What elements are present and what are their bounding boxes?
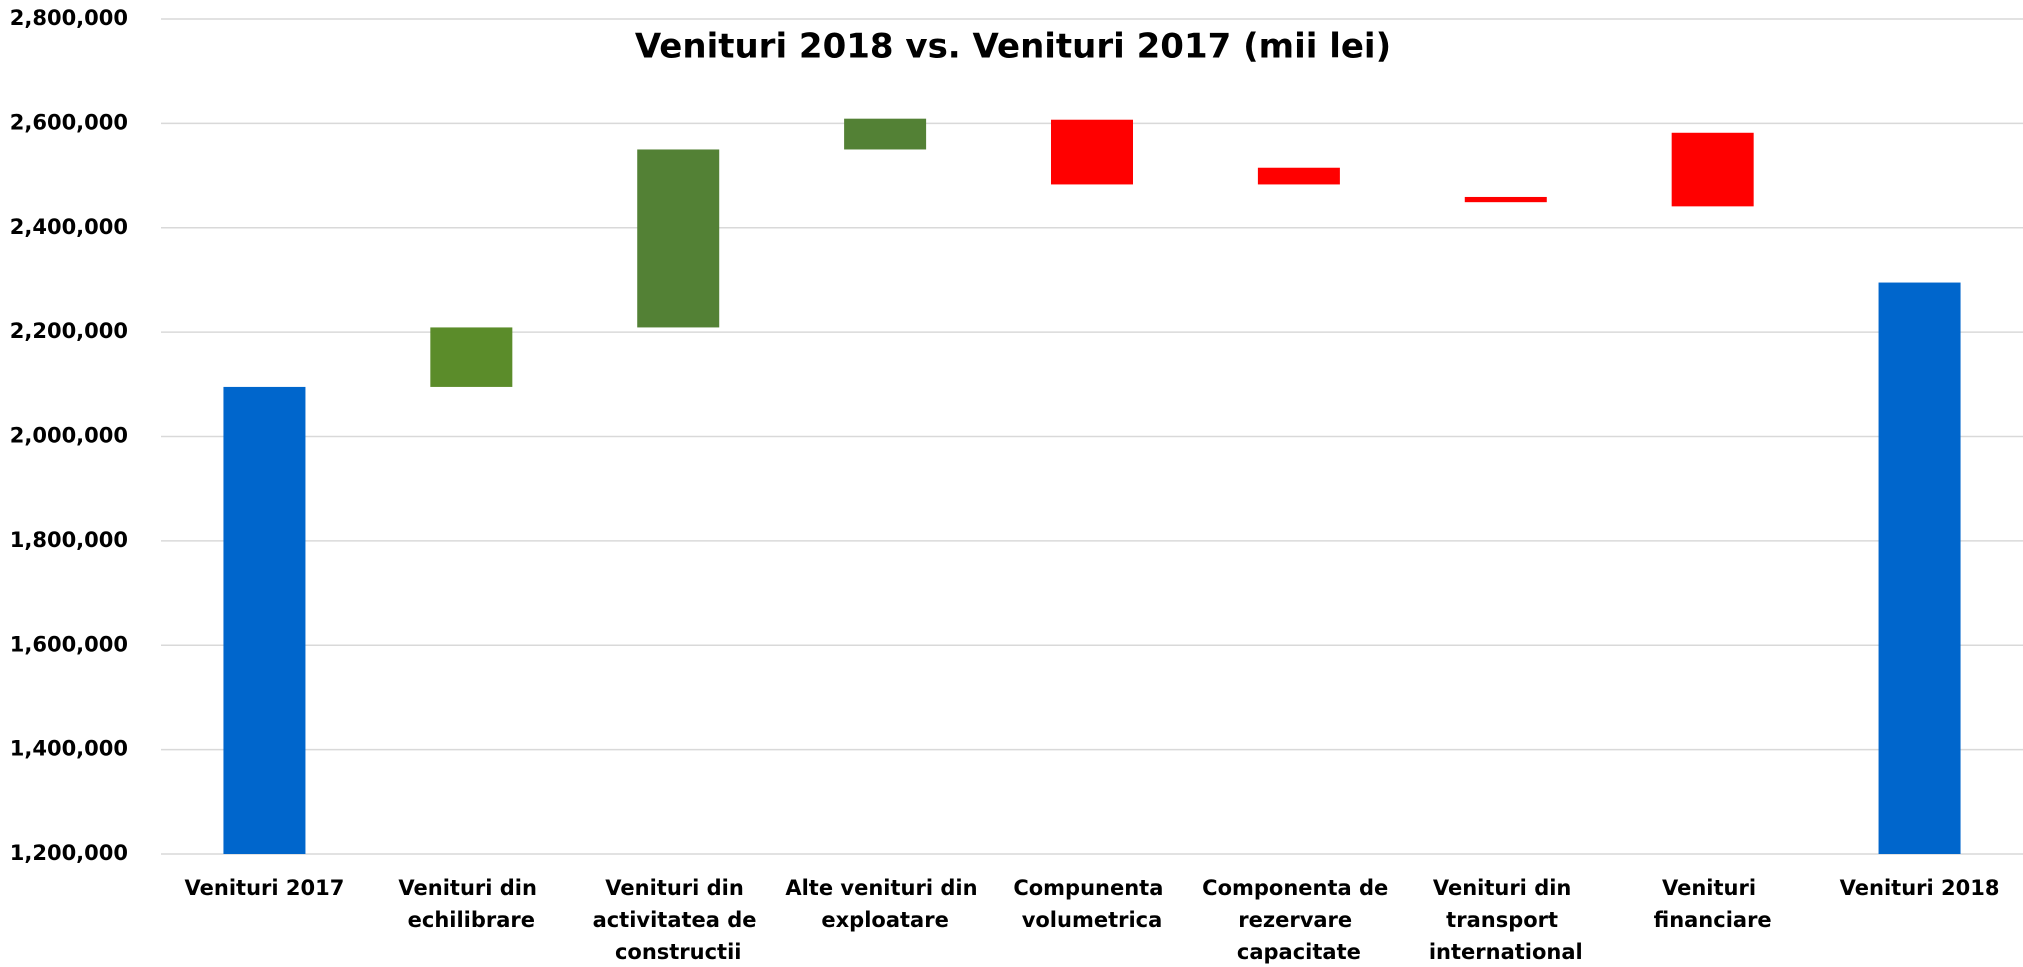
bar <box>1257 167 1340 185</box>
x-tick-label: Componenta de rezervare capacitate <box>1202 876 1395 964</box>
y-tick-label: 2,200,000 <box>10 319 128 343</box>
y-tick-label: 1,800,000 <box>10 528 128 552</box>
bar <box>1051 119 1133 185</box>
y-tick-label: 1,600,000 <box>10 632 128 656</box>
x-tick-label: Venituri din activitatea de constructii <box>593 876 764 964</box>
y-tick-label: 2,600,000 <box>10 110 128 134</box>
x-tick-label: Venituri din transport international <box>1429 876 1583 964</box>
y-tick-label: 2,400,000 <box>10 215 128 239</box>
x-tick-label: Venituri 2018 <box>1840 876 2000 900</box>
y-tick-label: 2,800,000 <box>10 6 128 30</box>
y-tick-label: 1,400,000 <box>10 737 128 761</box>
x-tick-label: Venituri din echilibrare <box>398 876 544 932</box>
bar <box>637 149 720 328</box>
bar <box>430 327 513 387</box>
x-tick-label: Alte venituri din exploatare <box>785 876 984 932</box>
y-tick-label: 1,200,000 <box>10 841 128 865</box>
x-tick-label: Venituri 2017 <box>185 876 345 900</box>
x-tick-label: Compunenta volumetrica <box>1013 876 1170 932</box>
bar <box>1878 282 1961 854</box>
x-tick-label: Venituri financiare <box>1654 876 1772 932</box>
bar <box>844 118 927 150</box>
chart-title: Venituri 2018 vs. Venituri 2017 (mii lei… <box>635 27 1391 67</box>
bar <box>1464 196 1547 203</box>
y-tick-label: 2,000,000 <box>10 424 128 448</box>
bar <box>223 386 306 854</box>
bar <box>1671 132 1754 207</box>
